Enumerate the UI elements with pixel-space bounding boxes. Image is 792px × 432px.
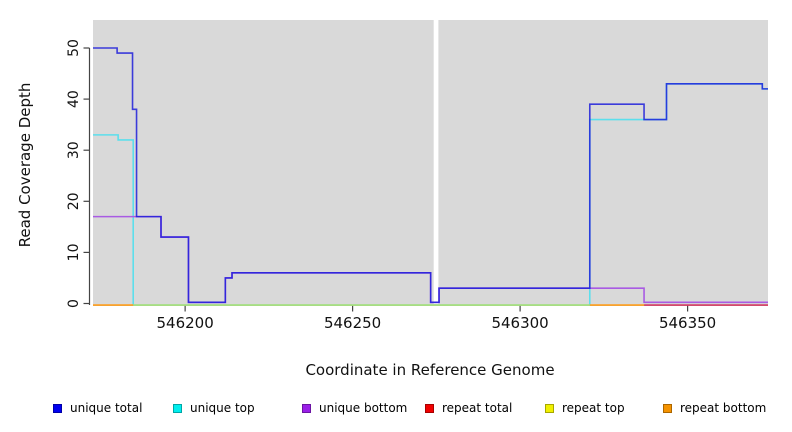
plot-panel	[93, 20, 768, 305]
x-tick-label: 546350	[659, 314, 716, 332]
legend-item-repeat-total: repeat total	[425, 399, 512, 417]
legend-label: repeat bottom	[680, 401, 767, 415]
y-tick-label: 20	[66, 192, 82, 210]
legend-item-unique-top: unique top	[173, 399, 255, 417]
legend-label: unique total	[70, 401, 143, 415]
legend-swatch-icon	[663, 403, 672, 413]
coverage-plot: 0 10 20 30 40 50 546200 546250 546300 546350 Coor…	[16, 20, 768, 379]
legend-swatch-icon	[425, 403, 434, 413]
x-tick-label: 546250	[324, 314, 381, 332]
legend-item-repeat-top: repeat top	[545, 399, 625, 417]
legend-label: unique bottom	[319, 401, 408, 415]
legend-swatch-icon	[173, 403, 182, 413]
legend-label: repeat total	[442, 401, 513, 415]
y-tick-label: 10	[66, 243, 82, 261]
legend-swatch-icon	[53, 403, 62, 413]
legend-label: unique top	[190, 401, 255, 415]
series-line-unique-total	[93, 47, 768, 304]
y-tick-label: 0	[66, 299, 82, 308]
x-axis-title: Coordinate in Reference Genome	[305, 361, 554, 379]
y-tick-label: 50	[66, 39, 82, 57]
legend-swatch-icon	[302, 403, 311, 413]
x-tick-label: 546300	[491, 314, 548, 332]
legend-item-unique-bottom: unique bottom	[302, 399, 407, 417]
data-series	[93, 47, 768, 306]
legend-item-repeat-bottom: repeat bottom	[663, 399, 766, 417]
legend-swatch-icon	[545, 403, 554, 413]
y-tick-label: 40	[66, 90, 82, 108]
y-tick-label: 30	[66, 141, 82, 159]
legend-item-unique-total: unique total	[53, 399, 142, 417]
legend: unique total unique top unique bottom repea…	[0, 399, 792, 421]
y-axis-title: Read Coverage Depth	[16, 83, 34, 248]
coverage-gap-band	[433, 20, 439, 304]
legend-label: repeat top	[562, 401, 625, 415]
x-tick-label: 546200	[156, 314, 213, 332]
plot-panel-background	[93, 20, 768, 305]
